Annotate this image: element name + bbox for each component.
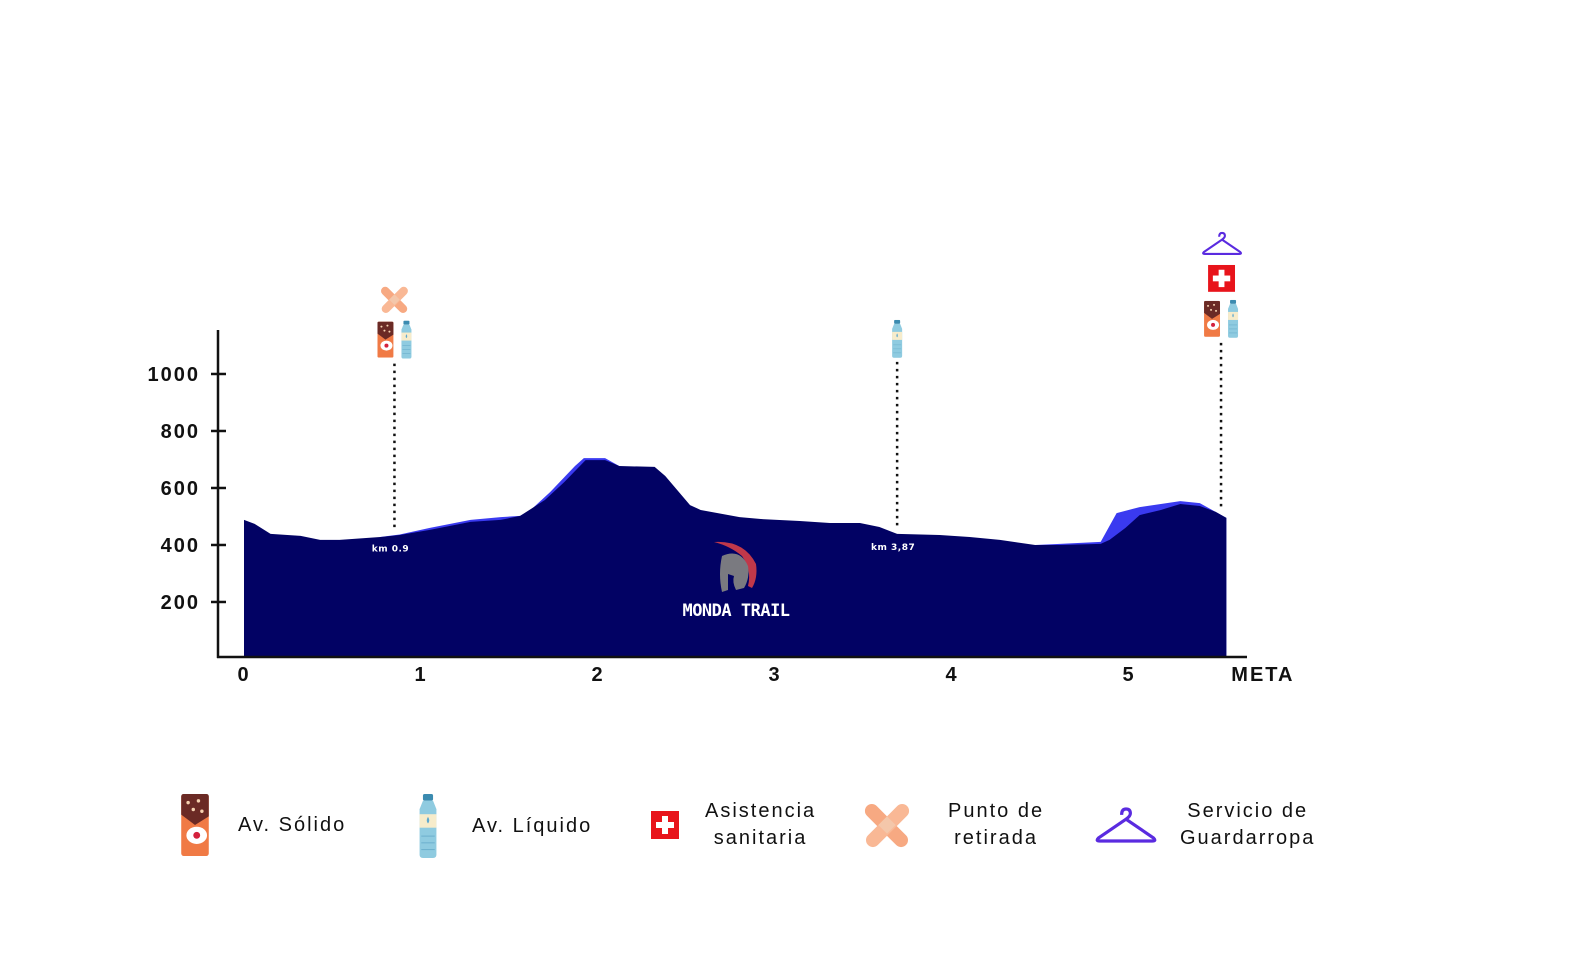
legend-item-solid: Av. Sólido — [180, 794, 346, 856]
x-tick-label: 3 — [768, 664, 781, 686]
energy-bar-icon — [1204, 300, 1221, 337]
waypoint — [1202, 231, 1242, 511]
water-bottle-icon — [1227, 299, 1239, 338]
waypoint: km 3,87 — [871, 319, 915, 553]
x-tick-label: META — [1231, 664, 1294, 686]
waypoints: km 0.9 km 3,87 — [372, 231, 1242, 555]
energy-bar-icon — [377, 321, 394, 358]
legend-label-line: Asistencia — [705, 800, 817, 822]
y-tick-label: 200 — [161, 592, 200, 614]
water-bottle-icon — [891, 319, 903, 358]
medical-cross-icon — [651, 811, 679, 839]
x-tick-label: 4 — [945, 664, 958, 686]
hanger-icon — [1202, 231, 1242, 255]
legend-label-line: Servicio de — [1187, 800, 1309, 822]
axes — [216, 330, 1247, 659]
bandage-icon — [380, 285, 409, 314]
legend-label-line: Punto de — [948, 800, 1045, 822]
legend-label-line: Guardarropa — [1180, 827, 1316, 849]
legend-item-cloakroom: Servicio de Guardarropa — [1094, 798, 1315, 852]
helmet-icon — [720, 553, 749, 592]
waypoint: km 0.9 — [372, 285, 412, 555]
y-tick-label: 800 — [161, 421, 200, 443]
y-tick-label: 400 — [161, 535, 200, 557]
legend-label-line: retirada — [954, 827, 1038, 849]
legend-label-line: sanitaria — [713, 827, 808, 849]
x-ticks: 0 1 2 3 4 5 META — [237, 664, 1294, 686]
legend-item-withdrawal: Punto de retirada — [864, 798, 1044, 852]
hanger-icon — [1095, 807, 1157, 843]
x-tick-label: 2 — [591, 664, 604, 686]
legend: Av. Sólido Av. Líquido Asistencia sanita… — [0, 790, 1588, 870]
legend-item-medical: Asistencia sanitaria — [651, 798, 816, 852]
x-tick-label: 0 — [237, 664, 250, 686]
legend-label: Av. Líquido — [472, 814, 593, 837]
legend-label: Asistencia sanitaria — [705, 798, 816, 852]
monda-trail-logo: MONDA TRAIL — [682, 541, 790, 621]
logo-text: MONDA TRAIL — [682, 601, 789, 621]
waypoint-label: km 3,87 — [871, 543, 915, 553]
helmet-crest-icon — [714, 541, 757, 588]
y-ticks: 200 400 600 800 1000 — [148, 364, 226, 614]
waypoint-label: km 0.9 — [372, 545, 409, 555]
legend-label: Av. Sólido — [238, 813, 347, 836]
legend-label: Servicio de Guardarropa — [1180, 798, 1315, 852]
legend-item-liquid: Av. Líquido — [416, 794, 592, 858]
water-bottle-icon — [419, 794, 437, 858]
medical-cross-icon — [1208, 264, 1236, 292]
water-bottle-icon — [401, 320, 412, 359]
legend-label: Punto de retirada — [948, 798, 1044, 852]
bandage-icon — [864, 802, 910, 848]
y-tick-label: 1000 — [148, 364, 201, 386]
y-tick-label: 600 — [161, 478, 200, 500]
x-tick-label: 5 — [1122, 664, 1135, 686]
energy-bar-icon — [181, 794, 209, 856]
x-tick-label: 1 — [414, 664, 427, 686]
